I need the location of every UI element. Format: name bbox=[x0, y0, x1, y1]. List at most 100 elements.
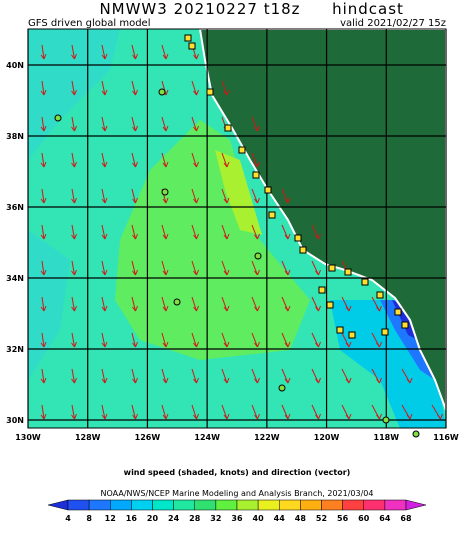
wind-arrowhead bbox=[315, 305, 321, 312]
colorbar-label: 28 bbox=[189, 514, 201, 523]
wind-vector bbox=[251, 332, 258, 348]
wind-arrowhead bbox=[101, 197, 108, 204]
wind-vector bbox=[161, 404, 167, 420]
buoy-marker bbox=[54, 114, 62, 122]
wind-vector bbox=[281, 260, 289, 276]
colorbar-box bbox=[131, 499, 153, 511]
wind-vector bbox=[41, 332, 45, 348]
sea-region bbox=[28, 230, 70, 380]
map bbox=[28, 28, 447, 428]
wind-arrowhead bbox=[345, 413, 352, 420]
station-marker bbox=[264, 186, 272, 194]
wind-arrowhead bbox=[193, 161, 199, 168]
wind-vector bbox=[221, 224, 228, 240]
wind-arrowhead bbox=[254, 377, 260, 384]
sea-region bbox=[330, 300, 446, 428]
station-marker bbox=[184, 34, 192, 42]
wind-vector bbox=[161, 260, 167, 276]
colorbar-label: 64 bbox=[379, 514, 391, 523]
wind-arrowhead bbox=[71, 305, 77, 312]
colorbar-box bbox=[215, 499, 238, 511]
wind-vector bbox=[101, 224, 106, 240]
wind-vector bbox=[131, 152, 136, 168]
wind-arrowhead bbox=[40, 197, 47, 204]
wind-arrowhead bbox=[284, 233, 291, 240]
wind-vector bbox=[131, 224, 136, 240]
wind-vector bbox=[71, 224, 75, 240]
station-marker bbox=[252, 171, 260, 179]
wind-arrowhead bbox=[315, 269, 321, 276]
wind-arrowhead bbox=[193, 197, 199, 204]
station-marker bbox=[328, 264, 336, 272]
wind-arrowhead bbox=[132, 125, 138, 132]
wind-vector bbox=[71, 332, 75, 348]
wind-arrowhead bbox=[40, 305, 47, 312]
wind-arrowhead bbox=[254, 125, 260, 132]
wind-vector bbox=[101, 116, 106, 132]
wind-vector bbox=[251, 116, 258, 132]
wind-vector bbox=[161, 368, 167, 384]
wind-arrowhead bbox=[162, 305, 169, 312]
wind-arrowhead bbox=[162, 413, 169, 420]
colorbar-box bbox=[152, 499, 174, 511]
wind-vector bbox=[251, 260, 258, 276]
station-marker bbox=[224, 124, 232, 132]
wind-arrowhead bbox=[376, 413, 382, 420]
wind-vector bbox=[41, 80, 45, 96]
station-marker bbox=[381, 328, 389, 336]
lat-label: 30N bbox=[6, 416, 24, 425]
wind-vector bbox=[191, 188, 197, 204]
wind-vector bbox=[191, 152, 197, 168]
wind-arrowhead bbox=[40, 377, 47, 384]
wind-vector bbox=[101, 296, 106, 312]
wind-vector bbox=[161, 224, 167, 240]
wind-vector bbox=[251, 224, 258, 240]
wind-vector bbox=[191, 224, 197, 240]
colorbar-label: 52 bbox=[316, 514, 327, 523]
lon-label: 118W bbox=[374, 433, 400, 442]
wind-arrowhead bbox=[223, 269, 230, 276]
wind-vector bbox=[131, 296, 136, 312]
wind-arrowhead bbox=[101, 377, 108, 384]
wind-vector bbox=[41, 296, 45, 312]
wind-arrowhead bbox=[193, 53, 199, 60]
model: GFS driven global model bbox=[28, 18, 151, 29]
wind-vector bbox=[71, 152, 75, 168]
wind-arrowhead bbox=[254, 161, 260, 168]
sea-region bbox=[215, 150, 262, 235]
wind-vector bbox=[311, 368, 319, 384]
wind-vector bbox=[41, 224, 45, 240]
wind-arrowhead bbox=[40, 233, 47, 240]
lat-label: 40N bbox=[6, 61, 24, 70]
wind-vector bbox=[161, 44, 167, 60]
wind-arrowhead bbox=[101, 413, 108, 420]
wind-vector bbox=[311, 224, 319, 240]
wind-vector bbox=[131, 260, 136, 276]
colorbar-box bbox=[321, 499, 343, 511]
colorbar-box bbox=[363, 499, 386, 511]
wind-vector bbox=[131, 368, 136, 384]
wind-vector bbox=[221, 260, 228, 276]
wind-vector bbox=[281, 332, 289, 348]
colorbar-label: 56 bbox=[337, 514, 349, 523]
wind-arrowhead bbox=[101, 89, 108, 96]
wind-arrowhead bbox=[132, 377, 138, 384]
colorbar-box bbox=[173, 499, 195, 511]
colorbar-label: 12 bbox=[105, 514, 116, 523]
station-marker bbox=[401, 321, 409, 329]
wind-vector bbox=[131, 44, 136, 60]
wind-arrowhead bbox=[254, 233, 260, 240]
wind-vector bbox=[281, 224, 289, 240]
wind-vector bbox=[221, 80, 228, 96]
colorbar-box bbox=[300, 499, 322, 511]
valid-time: valid 2021/02/27 15z bbox=[340, 18, 446, 29]
caption: wind speed (shaded, knots) and direction… bbox=[124, 468, 351, 477]
lat-label: 36N bbox=[6, 203, 24, 212]
wind-arrowhead bbox=[193, 305, 199, 312]
wind-vector bbox=[221, 332, 228, 348]
wind-arrowhead bbox=[71, 125, 77, 132]
station-marker bbox=[188, 42, 196, 50]
wind-vector bbox=[101, 332, 106, 348]
wind-arrowhead bbox=[315, 233, 321, 240]
colorbar-box bbox=[342, 499, 364, 511]
